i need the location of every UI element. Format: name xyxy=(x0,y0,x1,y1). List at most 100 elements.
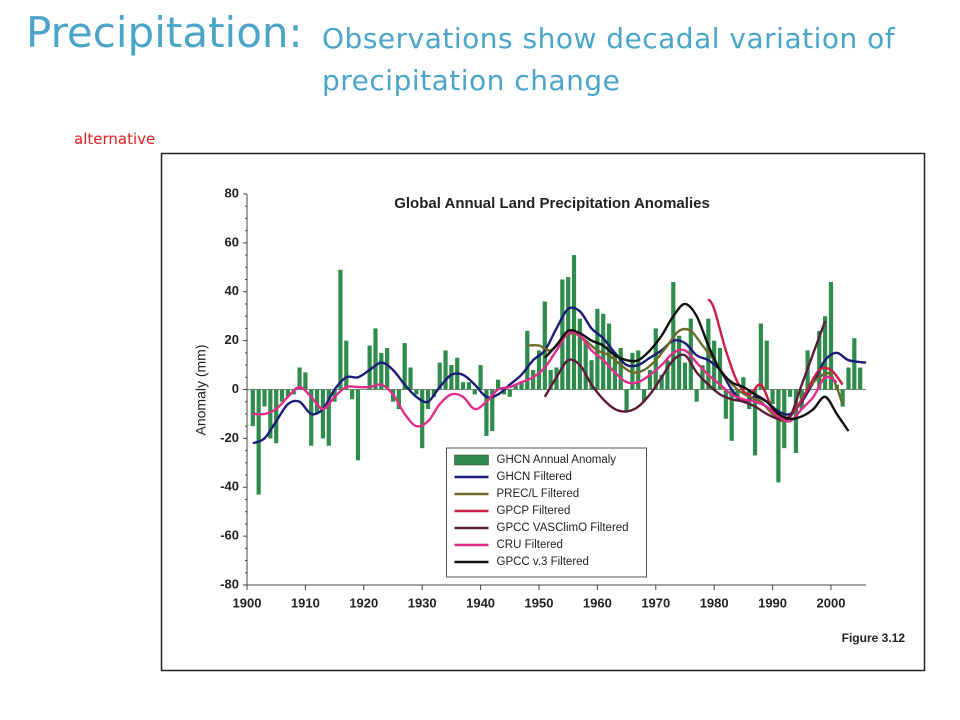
bar xyxy=(472,389,477,395)
bar xyxy=(525,330,530,390)
bar xyxy=(682,362,688,390)
bar xyxy=(723,389,728,419)
bar xyxy=(571,255,577,390)
bar xyxy=(852,338,857,390)
bar xyxy=(285,389,290,397)
bar xyxy=(828,281,834,390)
bar xyxy=(583,340,588,390)
bar xyxy=(402,343,407,390)
bar xyxy=(344,340,349,390)
bar xyxy=(385,347,390,390)
bar xyxy=(729,389,734,441)
y-tick-label: -80 xyxy=(220,576,239,591)
bar xyxy=(268,389,273,439)
bar xyxy=(355,389,361,461)
bar xyxy=(752,389,758,456)
bar xyxy=(425,389,431,410)
slide-subtitle: Observations show decadal variation of p… xyxy=(322,22,896,97)
y-tick-label: 20 xyxy=(225,332,239,347)
bar xyxy=(326,389,331,446)
bar xyxy=(641,389,647,402)
bar xyxy=(466,382,472,390)
note: alternative xyxy=(74,130,156,148)
x-tick-label: 1910 xyxy=(291,595,320,610)
y-tick-label: 80 xyxy=(225,185,239,200)
bar xyxy=(624,389,629,412)
y-tick-label: -40 xyxy=(220,479,239,494)
legend-swatch xyxy=(454,454,489,466)
bar xyxy=(314,389,320,414)
bar xyxy=(636,350,641,390)
bar xyxy=(548,369,553,390)
series-line xyxy=(543,320,827,422)
legend-label: GPCP Filtered xyxy=(497,505,571,517)
bar xyxy=(536,350,542,390)
bar xyxy=(823,316,828,390)
y-tick-label: -20 xyxy=(220,430,239,445)
chart-title: Global Annual Land Precipitation Anomali… xyxy=(394,195,710,212)
y-tick-label: -60 xyxy=(220,528,239,543)
legend-label: GPCC VASClimO Filtered xyxy=(497,522,629,534)
bar xyxy=(449,365,454,390)
bar xyxy=(618,347,623,390)
bar xyxy=(764,340,769,390)
bar xyxy=(858,367,863,390)
x-tick-label: 1930 xyxy=(408,595,437,610)
bar xyxy=(659,374,664,390)
bar xyxy=(507,389,512,397)
bar xyxy=(531,369,536,390)
x-tick-label: 1940 xyxy=(466,595,495,610)
legend-label: GPCC v.3 Filtered xyxy=(497,556,589,568)
bar xyxy=(560,279,565,390)
x-tick-label: 1920 xyxy=(349,595,378,610)
bar xyxy=(776,389,781,483)
y-axis-label: Anomaly (mm) xyxy=(193,344,209,435)
bar xyxy=(460,382,466,390)
y-tick-label: 40 xyxy=(225,283,239,298)
bar xyxy=(793,389,799,454)
bar xyxy=(373,328,378,390)
legend-box xyxy=(446,447,647,578)
bar xyxy=(350,389,355,400)
bar xyxy=(443,350,448,390)
bar xyxy=(542,301,547,390)
y-tick-label: 60 xyxy=(225,234,239,249)
bar xyxy=(367,345,372,390)
bar xyxy=(741,377,746,390)
bar xyxy=(501,389,507,395)
bar xyxy=(262,389,267,407)
y-tick-label: 0 xyxy=(232,381,239,396)
x-tick-label: 2000 xyxy=(817,595,846,610)
bar xyxy=(840,389,845,407)
bar xyxy=(484,389,489,436)
bar xyxy=(496,379,501,390)
bar xyxy=(665,360,670,390)
bar xyxy=(309,389,314,446)
bar xyxy=(513,384,518,390)
bar xyxy=(787,389,793,397)
bar xyxy=(379,352,384,390)
bar xyxy=(297,367,302,390)
bar xyxy=(589,360,594,390)
slide-title: Precipitation: xyxy=(26,8,303,57)
bar xyxy=(437,362,442,390)
figure-label: Figure 3.12 xyxy=(842,631,906,645)
bar xyxy=(279,389,285,402)
bar xyxy=(577,318,582,390)
bar xyxy=(647,369,653,390)
bar xyxy=(490,389,495,432)
x-tick-label: 1950 xyxy=(525,595,554,610)
x-tick-label: 1900 xyxy=(233,595,262,610)
x-tick-label: 1970 xyxy=(641,595,670,610)
bar xyxy=(519,382,524,390)
legend-label: CRU Filtered xyxy=(497,539,563,551)
bar xyxy=(735,389,740,400)
bar xyxy=(320,389,326,439)
bar xyxy=(303,372,308,390)
bar xyxy=(817,330,822,390)
series-line xyxy=(252,331,838,428)
bar xyxy=(694,389,699,402)
bar xyxy=(431,389,436,397)
